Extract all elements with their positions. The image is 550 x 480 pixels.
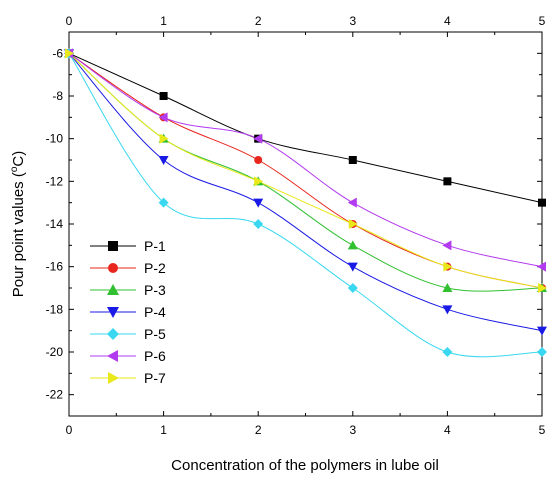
series-markers	[64, 48, 547, 357]
data-point-p-4	[537, 326, 547, 336]
series-line-p-5	[68, 53, 543, 358]
x-tick-label-top: 0	[66, 14, 73, 28]
legend-marker-p-5	[107, 328, 119, 340]
data-point-p-1	[443, 177, 452, 186]
legend-marker-p-3	[107, 284, 119, 295]
data-point-p-6	[253, 133, 263, 144]
data-point-p-5	[442, 347, 453, 357]
y-tick-label: -10	[46, 132, 64, 146]
data-point-p-5	[537, 347, 547, 357]
x-tick-label: 5	[539, 423, 546, 437]
legend-label-p-7: P-7	[144, 370, 166, 386]
legend-label-p-4: P-4	[144, 304, 166, 320]
data-point-p-3	[347, 240, 358, 250]
x-tick-label: 2	[255, 423, 262, 437]
x-axis-title: Concentration of the polymers in lube oi…	[171, 457, 439, 474]
data-point-p-1	[348, 156, 357, 164]
legend-label-p-2: P-2	[144, 260, 166, 276]
data-point-p-6	[347, 197, 357, 208]
x-tick-label-top: 4	[444, 14, 451, 28]
data-point-p-6	[158, 112, 168, 123]
legend: P-1 P-2 P-3 P-4 P-5 P-6 P-7	[90, 238, 166, 386]
data-point-p-7	[254, 176, 264, 187]
data-point-p-7	[443, 261, 453, 272]
data-point-p-5	[347, 283, 358, 293]
data-point-p-6	[442, 240, 452, 251]
y-tick-label: -6	[52, 46, 63, 60]
y-tick-label: -12	[46, 174, 64, 188]
data-point-p-1	[159, 92, 168, 100]
legend-label-p-6: P-6	[144, 348, 166, 364]
y-axis-title: Pour point values (oC)	[9, 151, 27, 297]
x-tick-label: 1	[160, 423, 167, 437]
x-tick-label: 3	[349, 423, 356, 437]
x-tick-label-top: 5	[539, 14, 546, 28]
y-axis-title-main: Pour point values (	[10, 172, 27, 297]
y-tick-label: -8	[52, 89, 63, 103]
y-tick-label: -20	[46, 345, 64, 359]
axis-ticks: 0 0 1 1 2 2 3 3 4 4 5 5 -22 -20 -18 -16 -14 -12 -10 -8 -6	[46, 14, 546, 437]
data-point-p-7	[538, 283, 547, 293]
legend-label-p-5: P-5	[144, 326, 166, 342]
series-line-p-3	[68, 52, 543, 292]
data-point-p-7	[65, 48, 74, 59]
legend-marker-p-1	[108, 241, 118, 251]
data-point-p-1	[538, 198, 546, 207]
data-point-p-4	[442, 305, 453, 315]
data-point-p-4	[158, 156, 169, 165]
y-tick-label: -22	[46, 388, 64, 402]
x-tick-label: 4	[444, 423, 451, 437]
series-line-p-1	[68, 52, 543, 204]
plot-frame	[68, 31, 543, 417]
data-point-p-4	[347, 262, 358, 272]
data-point-p-5	[253, 219, 264, 229]
series-lines	[68, 52, 543, 358]
data-point-p-4	[253, 198, 264, 208]
y-axis-title-tail: C)	[10, 151, 27, 167]
legend-marker-p-2	[108, 263, 118, 273]
legend-marker-p-7	[108, 372, 119, 384]
data-point-p-6	[537, 261, 546, 272]
data-point-p-5	[158, 197, 169, 208]
y-axis-title-sup: o	[9, 166, 20, 172]
y-tick-label: -18	[46, 302, 64, 316]
data-point-p-2	[254, 156, 263, 164]
legend-label-p-1: P-1	[144, 238, 166, 254]
data-point-p-3	[442, 283, 453, 292]
legend-label-p-3: P-3	[144, 282, 166, 298]
legend-marker-p-4	[107, 307, 119, 318]
y-tick-label: -14	[46, 217, 64, 231]
y-tick-label: -16	[46, 260, 64, 274]
x-tick-label-top: 3	[349, 14, 356, 28]
x-tick-label-top: 2	[255, 14, 262, 28]
legend-marker-p-6	[107, 350, 118, 362]
data-point-p-7	[159, 133, 169, 144]
x-tick-label-top: 1	[160, 14, 167, 28]
x-tick-label: 0	[66, 423, 73, 437]
data-point-p-7	[348, 219, 358, 229]
